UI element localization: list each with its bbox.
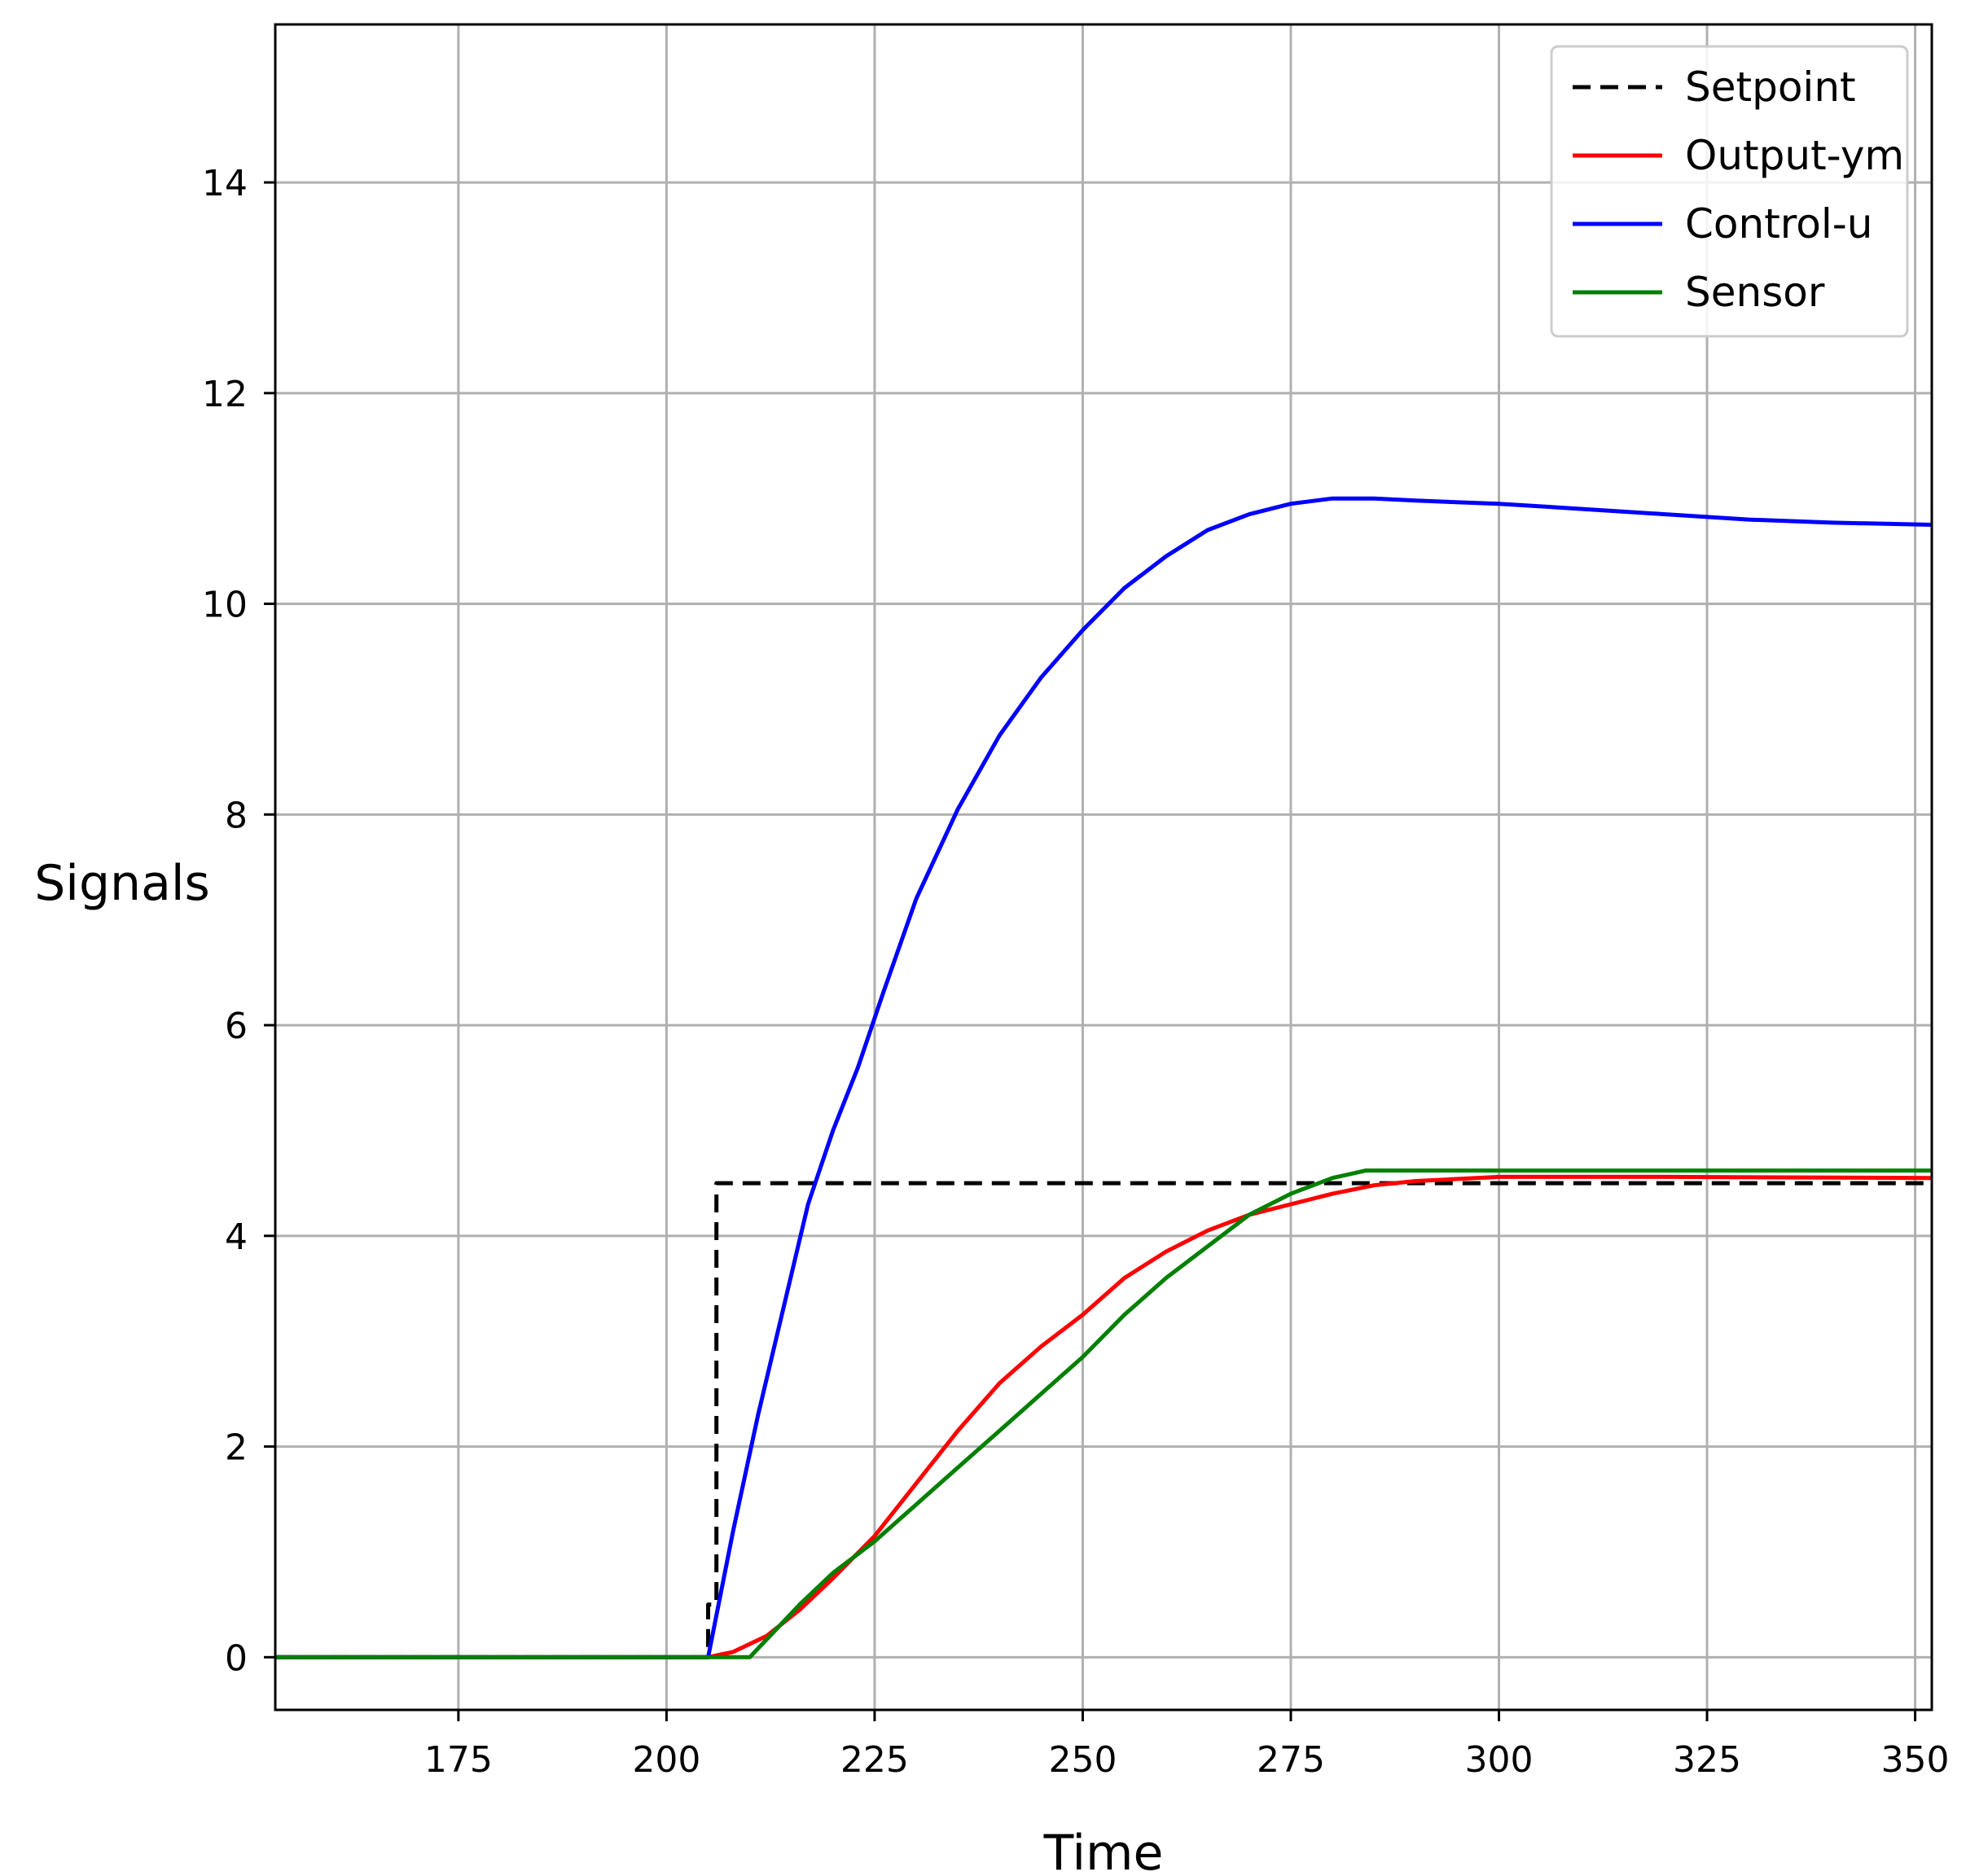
series-line-control-u	[275, 496, 1933, 1659]
legend-box	[1550, 45, 1909, 338]
legend-label: Sensor	[1685, 269, 1825, 316]
legend-label: Output-ym	[1685, 132, 1904, 179]
y-tick-label: 12	[202, 374, 248, 415]
x-tick-label: 175	[424, 1739, 493, 1781]
y-tick-label: 2	[225, 1427, 248, 1469]
x-tick-label: 325	[1673, 1739, 1741, 1781]
legend-label: Control-u	[1685, 200, 1872, 248]
x-tick-label: 225	[840, 1739, 909, 1781]
x-tick-label: 250	[1048, 1739, 1117, 1781]
y-tick-label: 6	[225, 1006, 248, 1047]
y-axis-label: Signals	[34, 855, 210, 912]
legend: Setpoint Output-ym Control-u Sensor	[1550, 45, 1909, 338]
y-tick-label: 4	[225, 1216, 248, 1258]
legend-label: Setpoint	[1685, 64, 1856, 111]
y-tick-label: 8	[225, 795, 248, 836]
series-line-sensor	[275, 1168, 1932, 1659]
x-axis-label: Time	[1043, 1825, 1164, 1876]
plot-frame	[274, 23, 1933, 1712]
tick-layer: 175 200 225 250 275 300 325 350 0 2 4 6 8 10 12 14	[202, 163, 1950, 1781]
y-tick-label: 14	[202, 163, 248, 204]
x-tick-label: 275	[1257, 1739, 1325, 1781]
x-tick-label: 300	[1465, 1739, 1534, 1781]
y-tick-label: 10	[202, 585, 248, 626]
y-tick-label: 0	[225, 1637, 248, 1679]
x-tick-label: 350	[1881, 1739, 1950, 1781]
series-layer	[275, 496, 1933, 1659]
x-tick-label: 200	[632, 1739, 700, 1781]
